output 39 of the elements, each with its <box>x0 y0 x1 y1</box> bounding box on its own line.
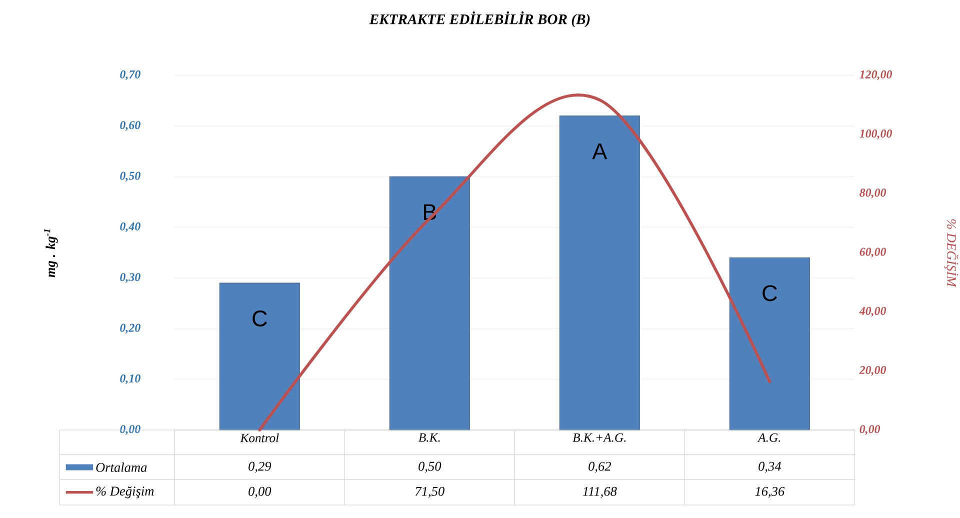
y-tick-label: 0,60 <box>120 121 140 131</box>
y-tick-label: 0,10 <box>120 374 140 384</box>
data-label: 0,50 <box>418 462 442 473</box>
data-label: 0,00 <box>248 486 272 498</box>
y-tick-label: 0,40 <box>120 222 140 232</box>
bar <box>559 116 640 430</box>
bar <box>219 282 300 430</box>
y2-axis-title: % DEĞİŞİM <box>944 219 958 288</box>
data-label: 0,34 <box>758 462 782 473</box>
y2-tick-label: 60,00 <box>860 248 886 258</box>
y-tick-label: 0,70 <box>120 70 140 80</box>
x-tick-label: A.G. <box>757 433 780 442</box>
y-tick-label: 0,30 <box>120 273 140 283</box>
data-label: 0,62 <box>588 462 612 473</box>
y-tick-label: 0,50 <box>120 172 140 182</box>
data-label: 71,50 <box>415 486 444 498</box>
data-label: 0,29 <box>248 462 272 473</box>
y2-tick-label: 0,00 <box>860 425 880 435</box>
y2-tick-label: 40,00 <box>859 306 886 317</box>
x-tick-label: B.K.+A.G. <box>572 433 626 442</box>
y-axis-title: mg . kg$^{-1}$ <box>44 229 58 278</box>
y2-tick-label: 20,00 <box>859 366 886 376</box>
x-tick-label: B.K. <box>418 433 440 442</box>
y-tick-label: 0,20 <box>120 324 140 334</box>
annotation: C <box>252 310 267 327</box>
y2-tick-label: 80,00 <box>860 188 886 198</box>
y2-tick-label: 120,00 <box>860 70 892 80</box>
y2-tick-label: 100,00 <box>860 130 892 140</box>
chart-title: EKTRAKTE EDİLEBİLİR BOR (B) <box>369 11 590 28</box>
legend-label: Ortalama <box>96 462 147 472</box>
x-tick-label: Kontrol <box>240 433 279 442</box>
data-label: 111,68 <box>582 486 617 498</box>
legend-label: % Değişim <box>96 486 154 498</box>
annotation: A <box>592 144 608 160</box>
annotation: C <box>762 285 777 302</box>
bar <box>729 257 810 430</box>
bar <box>389 176 470 430</box>
y-tick-label: 0,00 <box>120 425 140 435</box>
data-label: 16,36 <box>755 486 785 498</box>
